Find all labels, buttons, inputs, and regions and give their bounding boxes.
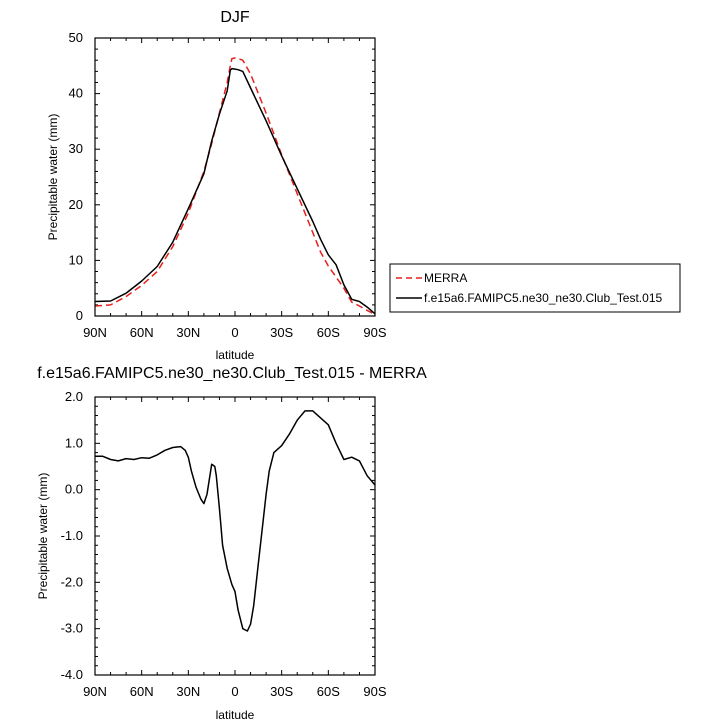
top-x-axis-label: latitude (216, 348, 255, 362)
bottom-y-tick-label: -3.0 (61, 621, 83, 636)
bottom-y-tick-label: 1.0 (65, 435, 83, 450)
top-x-tick-label: 30S (270, 325, 293, 340)
bottom-x-tick-label: 90S (363, 684, 386, 699)
legend-label-model: f.e15a6.FAMIPC5.ne30_ne30.Club_Test.015 (424, 291, 662, 305)
bottom-x-tick-label: 60N (130, 684, 154, 699)
top-x-tick-label: 90N (83, 325, 107, 340)
bottom-x-axis-label: latitude (216, 708, 255, 722)
bottom-x-tick-label: 0 (231, 684, 238, 699)
panel-bottom: f.e15a6.FAMIPC5.ne30_ne30.Club_Test.015 … (36, 365, 427, 722)
legend-label-merra: MERRA (424, 271, 467, 285)
legend: MERRA f.e15a6.FAMIPC5.ne30_ne30.Club_Tes… (389, 263, 681, 313)
top-y-tick-label: 10 (69, 252, 83, 267)
top-x-tick-label: 60S (317, 325, 340, 340)
bottom-x-tick-label: 60S (317, 684, 340, 699)
top-plot-frame (94, 37, 376, 317)
top-y-axis-label: Precipitable water (mm) (46, 114, 60, 241)
top-y-tick-label: 20 (69, 197, 83, 212)
top-x-tick-label: 60N (130, 325, 154, 340)
bottom-plot-frame (94, 396, 376, 676)
bottom-series-line-0 (95, 410, 376, 632)
bottom-y-tick-label: -1.0 (61, 528, 83, 543)
top-y-tick-label: 30 (69, 141, 83, 156)
top-title: DJF (220, 9, 250, 26)
top-y-tick-label: 0 (76, 308, 83, 323)
bottom-y-tick-label: -2.0 (61, 574, 83, 589)
bottom-y-axis-label: Precipitable water (mm) (36, 473, 50, 600)
top-x-tick-label: 0 (231, 325, 238, 340)
panel-top: DJF 90N 60N 30N 0 30S 60S 90S 0 10 20 30 40 50 latit… (46, 9, 387, 362)
bottom-title: f.e15a6.FAMIPC5.ne30_ne30.Club_Test.015 … (37, 365, 427, 382)
top-y-tick-label: 40 (69, 86, 83, 101)
bottom-x-tick-label: 30N (176, 684, 200, 699)
top-series-line-1 (94, 67, 376, 315)
bottom-y-tick-label: -4.0 (61, 667, 83, 682)
top-x-tick-label: 30N (176, 325, 200, 340)
top-series-line-0 (94, 57, 376, 315)
bottom-x-tick-label: 30S (270, 684, 293, 699)
top-x-tick-label: 90S (363, 325, 386, 340)
top-y-tick-label: 50 (69, 30, 83, 45)
bottom-x-tick-label: 90N (83, 684, 107, 699)
bottom-y-tick-label: 0.0 (65, 482, 83, 497)
legend-box (389, 263, 681, 313)
bottom-y-tick-label: 2.0 (65, 389, 83, 404)
